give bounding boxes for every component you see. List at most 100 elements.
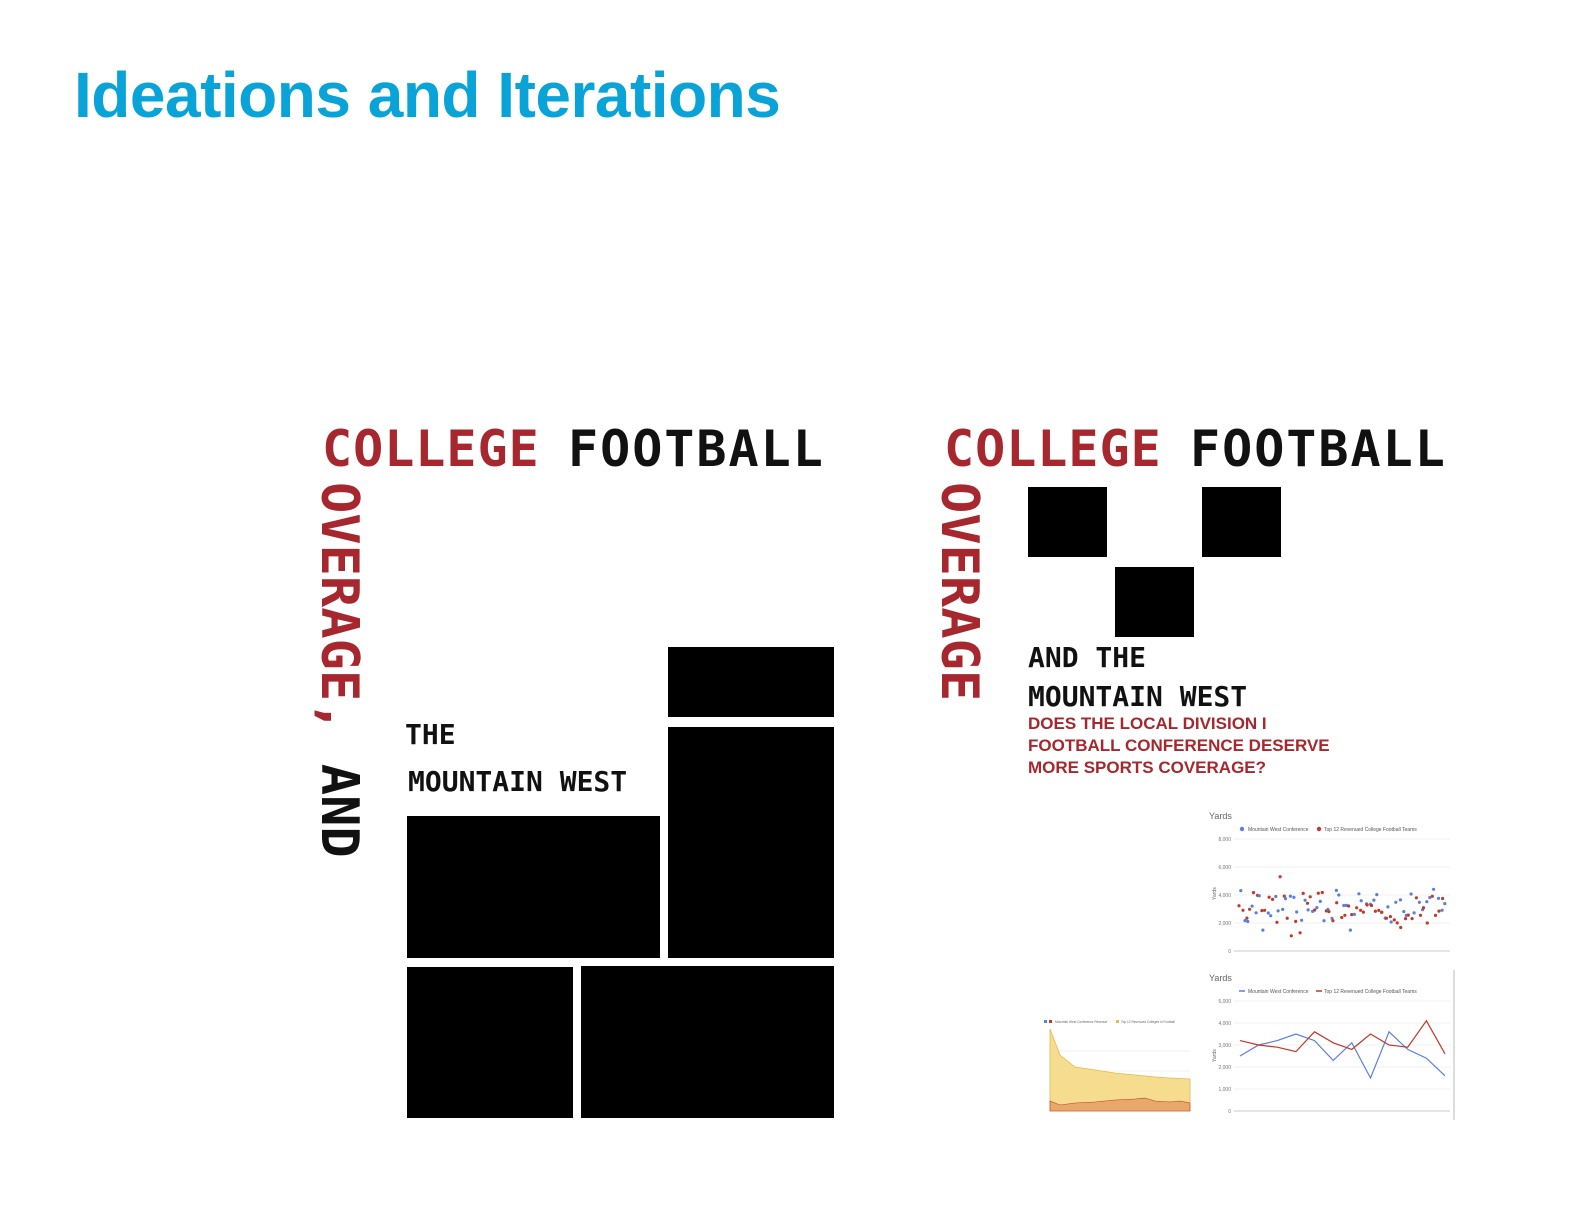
line-chart: Yards Mountain West Conference Top 12 Re… bbox=[1209, 970, 1455, 1120]
scatter-point bbox=[1359, 899, 1363, 903]
scatter-point bbox=[1412, 911, 1416, 915]
poster2-question-line: FOOTBALL CONFERENCE DESERVE bbox=[1028, 736, 1330, 755]
line-tick-label: 5,000 bbox=[1218, 999, 1231, 1005]
scatter-point bbox=[1443, 902, 1447, 906]
scatter-point bbox=[1245, 916, 1249, 920]
legend-marker-blue bbox=[1239, 826, 1245, 832]
scatter-point bbox=[1406, 913, 1410, 917]
poster2-line-and-the: AND THE bbox=[1028, 641, 1147, 674]
scatter-point bbox=[1432, 887, 1436, 891]
legend-marker-blue bbox=[1044, 1020, 1047, 1023]
line-series-blue bbox=[1239, 1030, 1446, 1080]
scatter-point bbox=[1308, 895, 1312, 899]
scatter-point bbox=[1337, 893, 1341, 897]
poster1-block bbox=[668, 647, 834, 717]
scatter-chart: Yards Mountain West Conference Top 12 Re… bbox=[1209, 811, 1450, 955]
scatter-point bbox=[1254, 911, 1258, 915]
scatter-point bbox=[1257, 894, 1261, 898]
legend-marker-red bbox=[1316, 826, 1322, 832]
scatter-point bbox=[1384, 916, 1388, 920]
scatter-point bbox=[1437, 909, 1441, 913]
line-tick-label: 3,000 bbox=[1218, 1043, 1231, 1049]
scatter-point bbox=[1294, 919, 1298, 923]
scatter-point bbox=[1248, 907, 1252, 911]
scatter-legend-red: Top 12 Revenued College Football Teams bbox=[1324, 827, 1417, 833]
scatter-point bbox=[1301, 891, 1305, 895]
scatter-point bbox=[1241, 908, 1245, 912]
scatter-point bbox=[1441, 896, 1445, 901]
scatter-point bbox=[1260, 909, 1264, 913]
scatter-point bbox=[1320, 890, 1324, 895]
poster2-vertical-red: OVERAGE bbox=[929, 482, 989, 702]
scatter-point bbox=[1331, 919, 1335, 923]
scatter-point bbox=[1348, 928, 1352, 932]
poster2-title-football: FOOTBALL bbox=[1190, 420, 1447, 478]
scatter-point bbox=[1430, 894, 1434, 898]
poster1-vertical-black: AND bbox=[309, 763, 369, 858]
scatter-point bbox=[1357, 892, 1361, 896]
legend-marker-red bbox=[1049, 1020, 1052, 1023]
scatter-point bbox=[1428, 895, 1432, 900]
scatter-point bbox=[1300, 918, 1304, 922]
poster1-block bbox=[668, 727, 834, 958]
scatter-point bbox=[1243, 919, 1247, 923]
scatter-point bbox=[1246, 919, 1250, 924]
scatter-point bbox=[1263, 908, 1267, 912]
scatter-tick-label: 0 bbox=[1228, 949, 1231, 955]
scatter-point bbox=[1343, 913, 1347, 917]
scatter-point bbox=[1271, 897, 1275, 901]
scatter-point bbox=[1388, 915, 1392, 919]
scatter-point bbox=[1433, 913, 1438, 917]
scatter-legend-blue: Mountain West Conference bbox=[1248, 827, 1309, 833]
scatter-point bbox=[1389, 920, 1393, 924]
scatter-point bbox=[1327, 910, 1331, 914]
scatter-point bbox=[1335, 901, 1339, 905]
scatter-tick-label: 4,000 bbox=[1218, 893, 1231, 899]
scatter-point bbox=[1303, 898, 1307, 902]
scatter-point bbox=[1440, 908, 1444, 912]
poster1-vertical-red: OVERAGE, bbox=[309, 482, 369, 733]
scatter-tick-label: 8,000 bbox=[1218, 837, 1231, 843]
scatter-point bbox=[1359, 908, 1363, 912]
scatter-point bbox=[1375, 893, 1379, 897]
scatter-title: Yards bbox=[1209, 811, 1232, 821]
scatter-point bbox=[1313, 908, 1317, 912]
scatter-point bbox=[1380, 910, 1384, 914]
line-tick-label: 2,000 bbox=[1218, 1065, 1231, 1071]
poster1-block bbox=[581, 966, 834, 1118]
scatter-point bbox=[1274, 894, 1278, 899]
poster2-question-line: DOES THE LOCAL DIVISION I bbox=[1028, 714, 1267, 733]
scatter-point bbox=[1404, 917, 1408, 921]
poster1-block bbox=[407, 967, 573, 1118]
poster1-vertical-text: OVERAGE, AND bbox=[309, 482, 369, 858]
scatter-axis-label: Yards bbox=[1212, 887, 1218, 900]
scatter-point bbox=[1409, 892, 1413, 896]
scatter-point bbox=[1237, 904, 1241, 908]
scatter-point bbox=[1355, 906, 1359, 910]
scatter-point bbox=[1283, 897, 1288, 901]
scatter-point bbox=[1342, 903, 1346, 908]
scatter-point bbox=[1330, 916, 1334, 920]
scatter-point bbox=[1377, 908, 1381, 912]
line-tick-label: 1,000 bbox=[1218, 1087, 1231, 1093]
scatter-point bbox=[1425, 900, 1429, 904]
poster1-line-the: THE bbox=[405, 718, 456, 751]
area-top-revenue bbox=[1049, 1028, 1191, 1112]
scatter-point bbox=[1289, 934, 1293, 938]
poster2-block bbox=[1115, 567, 1194, 637]
scatter-point bbox=[1425, 921, 1429, 925]
scatter-point bbox=[1275, 920, 1279, 924]
scatter-point bbox=[1285, 916, 1289, 920]
line-legend-blue: Mountain West Conference bbox=[1248, 989, 1309, 995]
scatter-point bbox=[1410, 917, 1414, 921]
scatter-point bbox=[1417, 900, 1421, 904]
poster2-question-line: MORE SPORTS COVERAGE? bbox=[1028, 758, 1267, 777]
scatter-point bbox=[1365, 903, 1369, 907]
scatter-point bbox=[1239, 889, 1243, 893]
scatter-point bbox=[1414, 896, 1418, 900]
scatter-point bbox=[1292, 895, 1296, 899]
scatter-point bbox=[1250, 904, 1254, 908]
poster1-title-football: FOOTBALL bbox=[568, 420, 825, 478]
scatter-point bbox=[1395, 921, 1399, 925]
scatter-point bbox=[1398, 898, 1402, 902]
